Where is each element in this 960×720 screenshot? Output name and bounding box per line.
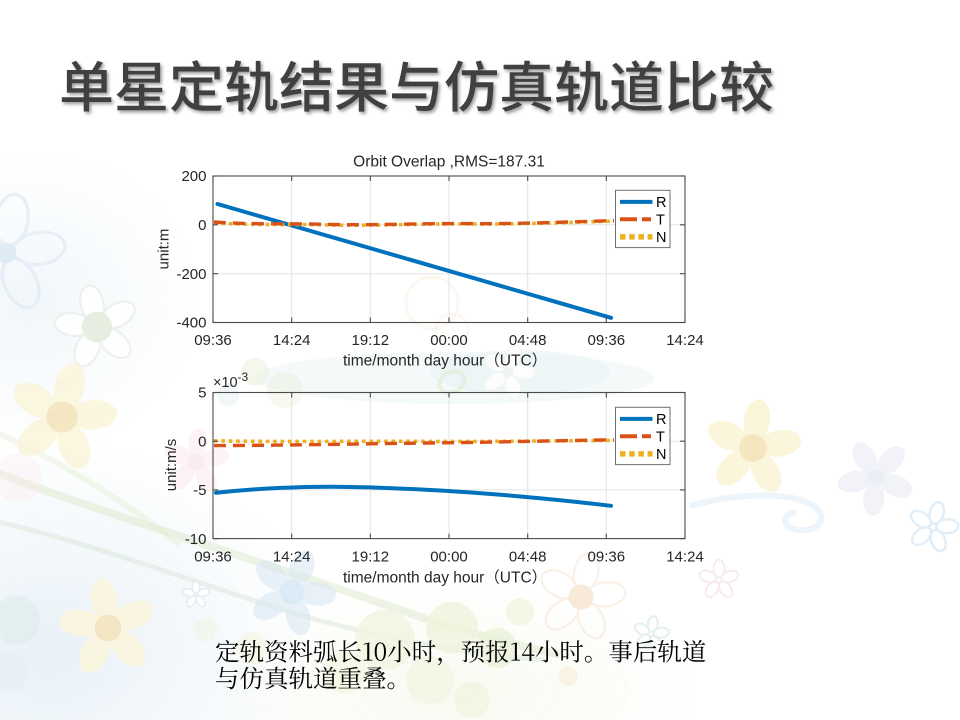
svg-text:09:36: 09:36 xyxy=(588,332,626,349)
svg-text:T: T xyxy=(656,212,665,228)
svg-text:14:24: 14:24 xyxy=(666,549,704,566)
svg-text:04:48: 04:48 xyxy=(509,549,547,566)
svg-text:R: R xyxy=(656,412,666,428)
svg-text:-200: -200 xyxy=(176,266,206,283)
svg-text:14:24: 14:24 xyxy=(273,549,311,566)
svg-text:0: 0 xyxy=(198,217,206,234)
svg-text:09:36: 09:36 xyxy=(194,549,232,566)
svg-text:5: 5 xyxy=(198,385,206,402)
svg-text:19:12: 19:12 xyxy=(352,549,390,566)
svg-text:09:36: 09:36 xyxy=(194,332,232,349)
svg-text:200: 200 xyxy=(181,168,206,185)
svg-text:unit:m: unit:m xyxy=(156,229,173,270)
svg-text:time/month day hour: time/month day hour xyxy=(343,570,484,587)
svg-text:×10: ×10 xyxy=(213,375,238,391)
svg-text:Orbit Overlap ,RMS=187.31: Orbit Overlap ,RMS=187.31 xyxy=(353,154,545,171)
svg-text:time/month day hour: time/month day hour xyxy=(343,353,484,370)
svg-text:-5: -5 xyxy=(193,482,206,499)
svg-text:UTC: UTC xyxy=(500,570,532,587)
svg-text:04:48: 04:48 xyxy=(509,332,547,349)
svg-text:-3: -3 xyxy=(238,370,249,384)
svg-text:-10: -10 xyxy=(185,531,207,548)
svg-text:unit:m/s: unit:m/s xyxy=(163,439,180,492)
svg-text:T: T xyxy=(656,429,665,445)
svg-text:14:24: 14:24 xyxy=(666,332,704,349)
svg-text:19:12: 19:12 xyxy=(352,332,390,349)
svg-text:N: N xyxy=(656,230,666,246)
svg-text:R: R xyxy=(656,195,666,211)
svg-text:N: N xyxy=(656,447,666,463)
svg-text:0: 0 xyxy=(198,433,206,450)
svg-text:09:36: 09:36 xyxy=(588,549,626,566)
svg-text:14:24: 14:24 xyxy=(273,332,311,349)
svg-text:00:00: 00:00 xyxy=(430,332,468,349)
svg-text:00:00: 00:00 xyxy=(430,549,468,566)
svg-text:-400: -400 xyxy=(176,315,206,332)
svg-text:UTC: UTC xyxy=(500,353,532,370)
